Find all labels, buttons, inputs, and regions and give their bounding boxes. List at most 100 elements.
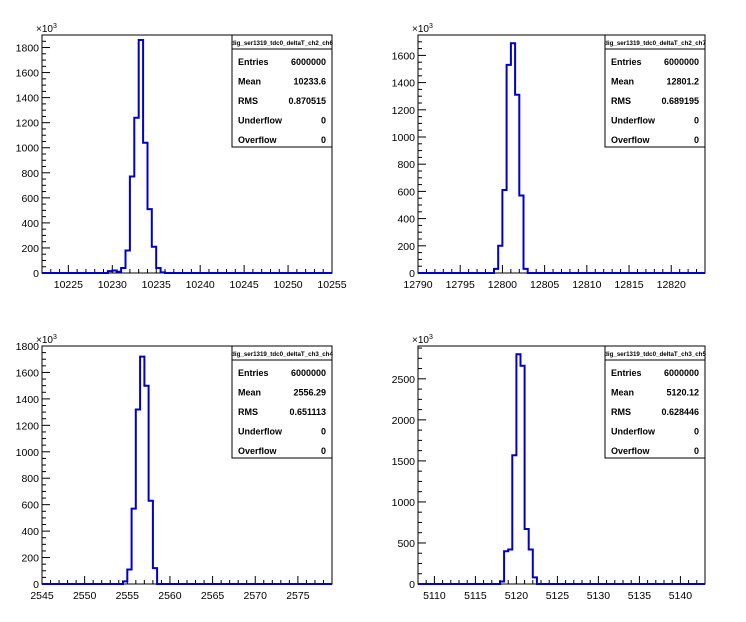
y-tick-label: 1500 — [392, 456, 416, 468]
x-tick-label: 12795 — [446, 279, 475, 291]
stats-value: 0.870515 — [288, 96, 326, 106]
x-tick-label: 2550 — [73, 590, 97, 602]
stats-value: 0.651113 — [289, 407, 326, 417]
x-tick-label: 5140 — [669, 590, 693, 602]
y-tick-label: 600 — [21, 193, 39, 205]
stats-label: Overflow — [238, 135, 278, 145]
y-tick-label: 800 — [21, 473, 39, 485]
y-tick-label: 1600 — [392, 50, 416, 62]
x-tick-label: 2545 — [30, 590, 54, 602]
stats-value: 6000000 — [664, 368, 699, 378]
x-tick-label: 10230 — [98, 279, 127, 291]
histogram-line — [42, 355, 332, 585]
y-tick-label: 2000 — [392, 415, 416, 427]
y-tick-label: 500 — [397, 538, 415, 550]
y-tick-label: 0 — [409, 579, 415, 591]
x-tick-label: 5130 — [587, 590, 611, 602]
stats-value: 0 — [321, 427, 326, 437]
x-tick-label: 10240 — [186, 279, 215, 291]
x-tick-label: 12815 — [614, 279, 643, 291]
y-tick-label: 1600 — [16, 367, 40, 379]
stats-label: RMS — [238, 96, 258, 106]
x-tick-label: 12810 — [572, 279, 601, 291]
x-tick-label: 2565 — [201, 590, 225, 602]
stats-label: Underflow — [611, 116, 656, 126]
histogram-line — [42, 39, 332, 274]
y-tick-label: 1800 — [16, 341, 40, 353]
x-tick-label: 2575 — [286, 590, 310, 602]
stats-value: 5120.12 — [666, 388, 699, 398]
y-tick-label: 1200 — [392, 105, 416, 117]
x-tick-label: 10250 — [273, 279, 302, 291]
x-tick-label: 2560 — [158, 590, 182, 602]
y-tick-label: 600 — [397, 186, 415, 198]
stats-label: Entries — [611, 57, 642, 67]
stats-value: 0.689195 — [661, 96, 699, 106]
stats-label: Overflow — [611, 135, 651, 145]
x-tick-label: 10235 — [142, 279, 171, 291]
stats-value: 6000000 — [664, 57, 699, 67]
stats-title: dig_ser1319_tdc0_deltaT_ch2_ch7 — [604, 40, 706, 47]
x-tick-label: 12790 — [403, 279, 432, 291]
y-tick-label: 1400 — [392, 78, 416, 90]
stats-label: RMS — [238, 407, 258, 417]
y-tick-label: 600 — [21, 500, 39, 512]
y-tick-label: 1400 — [16, 93, 40, 105]
y-tick-label: 800 — [397, 159, 415, 171]
stats-value: 6000000 — [291, 57, 326, 67]
stats-title: dig_ser1319_tdc0_deltaT_ch2_ch6 — [231, 40, 333, 47]
x-tick-label: 10255 — [317, 279, 346, 291]
y-tick-label: 2500 — [392, 374, 416, 386]
stats-label: Overflow — [238, 446, 278, 456]
y-exponent-label: ×103 — [412, 23, 433, 35]
y-exponent-label: ×103 — [36, 334, 57, 346]
stats-value: 12801.2 — [666, 77, 699, 87]
y-tick-label: 0 — [33, 268, 39, 280]
y-tick-label: 400 — [21, 526, 39, 538]
y-tick-label: 1200 — [16, 118, 40, 130]
y-tick-label: 400 — [397, 214, 415, 226]
stats-value: 0 — [694, 427, 699, 437]
x-tick-label: 5125 — [546, 590, 570, 602]
stats-label: Entries — [238, 368, 269, 378]
stats-title: dig_ser1319_tdc0_deltaT_ch3_ch4 — [231, 351, 333, 358]
stats-title: dig_ser1319_tdc0_deltaT_ch3_ch5 — [604, 351, 706, 358]
y-tick-label: 1000 — [16, 143, 40, 155]
x-tick-label: 5115 — [464, 590, 487, 602]
stats-value: 6000000 — [291, 368, 326, 378]
y-tick-label: 1000 — [392, 132, 416, 144]
stats-label: RMS — [611, 96, 631, 106]
stats-label: Mean — [238, 77, 261, 87]
y-tick-label: 0 — [409, 268, 415, 280]
y-tick-label: 1400 — [16, 394, 40, 406]
stats-box — [604, 34, 706, 148]
histogram-pad-1: 10225 10230 10235 10240 10245 10250 10255 0 200 4… — [16, 23, 347, 291]
x-tick-label: 5135 — [628, 590, 652, 602]
y-tick-label: 400 — [21, 218, 39, 230]
stats-value: 0.628446 — [661, 407, 699, 417]
stats-label: Mean — [238, 388, 261, 398]
stats-box — [231, 34, 333, 148]
x-tick-label: 10245 — [230, 279, 259, 291]
stats-value: 0 — [694, 116, 699, 126]
histogram-pad-2: 12790 12795 12800 12805 12810 12815 12820 0 200 4… — [392, 23, 707, 291]
x-tick-label: 12800 — [488, 279, 517, 291]
y-tick-label: 1000 — [16, 447, 40, 459]
y-exponent-label: ×103 — [36, 23, 57, 35]
histogram-pad-3: 2545 2550 2555 2560 2565 2570 2575 0 200 400 600 80… — [16, 334, 334, 602]
stats-label: Entries — [611, 368, 642, 378]
stats-label: Mean — [611, 77, 634, 87]
x-tick-label: 2555 — [116, 590, 140, 602]
stats-box — [604, 345, 706, 459]
histogram-line — [418, 42, 705, 274]
stats-value: 0 — [321, 116, 326, 126]
x-tick-label: 12820 — [657, 279, 686, 291]
histogram-line — [418, 353, 705, 585]
y-tick-label: 200 — [21, 243, 39, 255]
stats-label: Entries — [238, 57, 269, 67]
y-tick-label: 1000 — [392, 497, 416, 509]
y-tick-label: 200 — [397, 241, 415, 253]
y-tick-label: 200 — [21, 553, 39, 565]
stats-value: 0 — [321, 135, 326, 145]
